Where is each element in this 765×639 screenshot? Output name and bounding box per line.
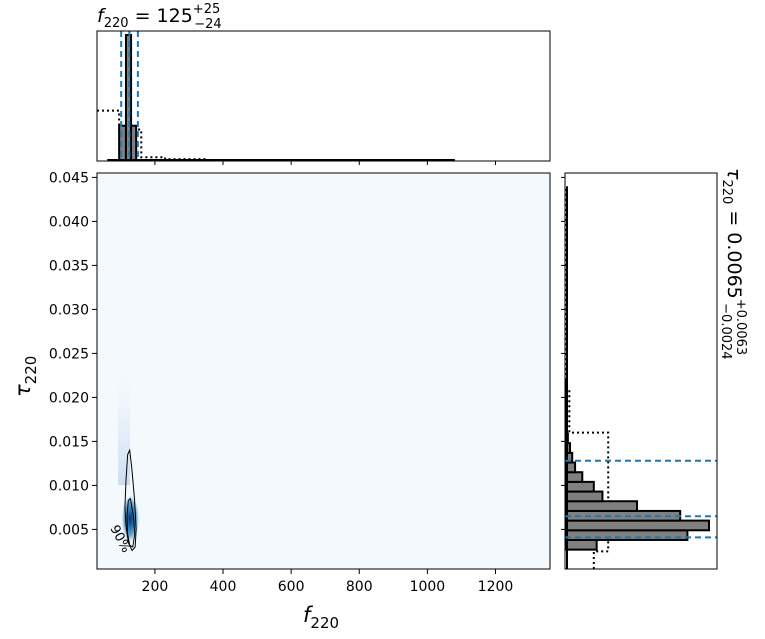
right-hist-bar	[565, 480, 595, 493]
kde-tail	[118, 375, 130, 485]
top-title-value: = 125	[129, 5, 193, 27]
right-panel-frame	[564, 172, 718, 570]
right-title-low: −0.0024	[718, 303, 733, 359]
joint-background	[97, 173, 550, 569]
contour-50-line	[126, 497, 136, 548]
x-axis-label: f220	[303, 603, 339, 632]
top-hist-bar	[118, 124, 127, 161]
right-title-sub: 220	[719, 179, 734, 204]
x-tick-label: 1000	[410, 579, 446, 595]
right-title-value: = 0.0065	[723, 204, 745, 298]
right-title-sup: +0.0063	[733, 299, 748, 355]
top-title-low: −24	[194, 17, 221, 32]
x-tick-label: 1200	[478, 579, 514, 595]
top-prior-hist	[97, 109, 367, 161]
right-hist-bar	[565, 529, 689, 541]
right-hist-bar	[565, 519, 710, 532]
x-tick-label: 800	[346, 579, 373, 595]
x-label-sub: 220	[310, 614, 339, 632]
y-tick-label: 0.040	[49, 214, 89, 230]
y-tick-label: 0.025	[49, 346, 89, 362]
y-label-var: τ	[11, 384, 35, 397]
x-tick-label: 400	[210, 579, 237, 595]
y-tick-label: 0.030	[49, 302, 89, 318]
y-tick-label: 0.015	[49, 434, 89, 450]
joint-y-ticks: 0.005 0.010 0.015 0.020 0.025 0.030 0.035 0.040…	[49, 170, 97, 538]
right-hist-bar	[565, 509, 682, 522]
joint-panel-frame	[96, 172, 551, 570]
top-posterior-hist	[107, 34, 455, 161]
right-quantile-lines	[565, 459, 717, 539]
right-marginal-panel: τ220 = 0.0065+0.0063−0.0024	[561, 168, 748, 570]
x-label-var: f	[303, 603, 314, 627]
right-posterior-hist	[565, 186, 710, 569]
top-marginal-panel: f220 = 125+25 −24	[96, 2, 551, 165]
right-panel-title: τ220 = 0.0065+0.0063−0.0024	[718, 168, 748, 360]
top-panel-title: f220 = 125+25 −24	[97, 2, 222, 32]
y-tick-label: 0.020	[49, 390, 89, 406]
y-tick-label: 0.005	[49, 522, 89, 538]
top-panel-ticks	[154, 161, 497, 165]
top-title-var: f	[97, 5, 107, 27]
top-quantile-lines	[120, 31, 139, 161]
top-title-sub: 220	[104, 16, 129, 31]
top-title-sup: +25	[193, 2, 220, 17]
top-panel-frame	[96, 30, 551, 162]
right-hist-bar	[565, 538, 598, 551]
y-label-sub: 220	[22, 356, 40, 385]
y-axis-label: τ220	[11, 356, 40, 397]
joint-x-ticks: 200 400 600 800 1000 1200	[142, 569, 514, 595]
x-tick-label: 600	[278, 579, 305, 595]
top-hist-bar	[130, 124, 138, 161]
right-hist-bar	[565, 490, 604, 503]
y-tick-label: 0.045	[49, 170, 89, 186]
contour-90-line	[124, 448, 137, 552]
right-hist-bar	[565, 500, 638, 512]
joint-panel: 90% 200 400 600 800 1000 1200 0.0050.0100.015…	[11, 170, 551, 632]
y-tick-label: 0.035	[49, 258, 89, 274]
top-prior-outline	[97, 109, 367, 161]
x-tick-label: 200	[142, 579, 169, 595]
right-panel-ticks	[561, 176, 565, 530]
y-tick-label: 0.010	[49, 478, 89, 494]
right-title-var: τ	[723, 168, 745, 180]
